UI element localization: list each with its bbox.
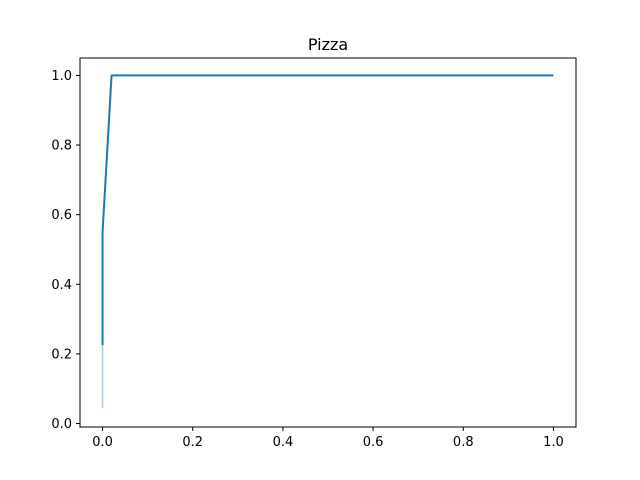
plot-frame: [79, 57, 577, 428]
y-axis: 0.0 0.2 0.4 0.6 0.8 1.0: [51, 69, 80, 432]
series-layer: [101, 74, 554, 346]
chart-title: Pizza: [308, 35, 348, 54]
x-tick-label: 0.8: [453, 435, 474, 450]
x-tick-label: 0.0: [92, 435, 113, 450]
y-tick-label: 0.4: [51, 278, 72, 293]
x-tick-label: 0.2: [182, 435, 203, 450]
y-tick-label: 1.0: [51, 69, 72, 84]
x-tick-label: 1.0: [543, 435, 564, 450]
series-line-0: [101, 74, 554, 346]
y-tick-label: 0.8: [51, 139, 72, 154]
x-tick-label: 0.6: [363, 435, 384, 450]
x-axis: 0.0 0.2 0.4 0.6 0.8 1.0: [92, 427, 564, 450]
y-tick-label: 0.2: [51, 347, 72, 362]
x-tick-label: 0.4: [273, 435, 294, 450]
y-tick-label: 0.0: [51, 417, 72, 432]
y-tick-label: 0.6: [51, 208, 72, 223]
